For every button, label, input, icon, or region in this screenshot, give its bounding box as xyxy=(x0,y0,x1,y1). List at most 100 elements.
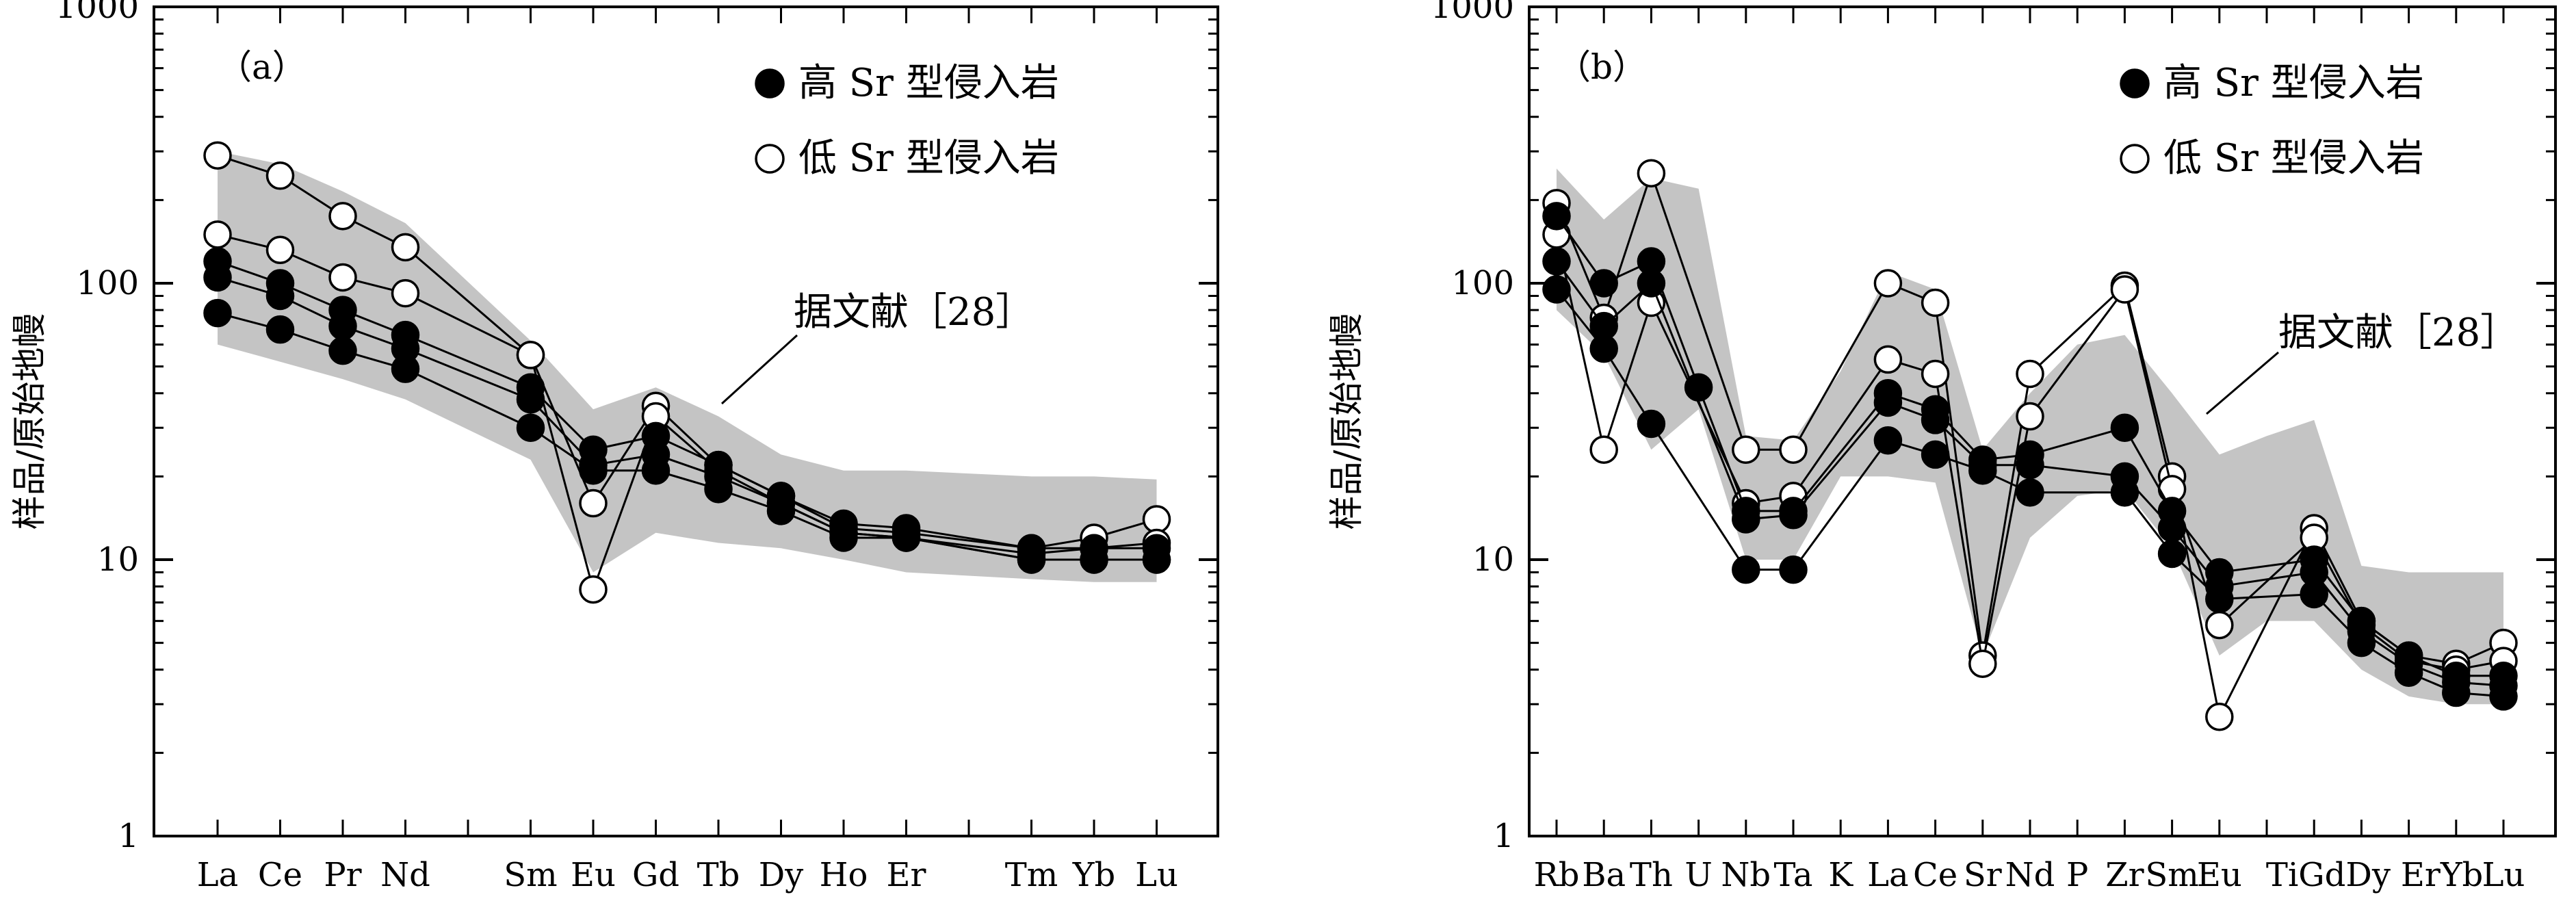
data-point xyxy=(2016,359,2044,389)
reference-band xyxy=(218,151,1157,582)
data-point xyxy=(2300,579,2328,609)
x-tick-label: Ce xyxy=(1913,856,1957,894)
reference-band xyxy=(1557,168,2503,705)
x-tick-label: Th xyxy=(1630,856,1673,894)
data-point xyxy=(1779,501,1808,530)
y-tick-label: 10 xyxy=(1472,540,1514,579)
data-point xyxy=(1542,247,1571,276)
data-point xyxy=(1968,649,1997,678)
x-tick-label: Eu xyxy=(2197,856,2242,894)
data-point xyxy=(2394,658,2423,687)
data-point xyxy=(2157,514,2187,543)
data-point xyxy=(1589,435,1618,464)
data-point xyxy=(892,523,921,552)
data-point xyxy=(1921,288,1950,317)
data-point xyxy=(516,385,545,414)
x-tick-label: Yb xyxy=(1072,856,1115,894)
legend-marker xyxy=(2120,144,2150,174)
legend-marker xyxy=(755,144,785,174)
x-tick-label: Pr xyxy=(324,856,361,894)
data-point xyxy=(1779,435,1808,464)
annotation-leader xyxy=(720,334,798,405)
x-tick-label: Er xyxy=(887,856,926,894)
x-tick-label: Nb xyxy=(1721,856,1771,894)
x-tick-label: La xyxy=(197,856,239,894)
data-point xyxy=(328,202,357,231)
data-point xyxy=(1142,505,1171,534)
x-tick-label: K xyxy=(1828,856,1853,894)
series-5-filled xyxy=(203,298,1171,574)
annotation-leader xyxy=(2206,351,2279,415)
data-point xyxy=(1080,545,1108,574)
x-tick-label: Gd xyxy=(632,856,679,894)
plot-frame xyxy=(153,5,1219,837)
data-point xyxy=(391,354,420,383)
data-point xyxy=(2110,275,2139,304)
data-point xyxy=(1637,409,1666,439)
data-point xyxy=(516,413,545,442)
x-tick-label: Nd xyxy=(380,856,430,894)
series-5-filled xyxy=(1542,275,2518,711)
data-point xyxy=(641,456,671,485)
data-point xyxy=(766,497,796,525)
data-point xyxy=(391,233,420,262)
annotation-text: 据文献［28］ xyxy=(2278,311,2519,355)
data-point xyxy=(1873,426,1903,455)
legend-label: 低 Sr 型侵入岩 xyxy=(2163,136,2424,181)
x-tick-label: Zr xyxy=(2105,856,2144,894)
legend-label: 高 Sr 型侵入岩 xyxy=(2163,61,2424,105)
data-point xyxy=(2205,610,2234,640)
data-point xyxy=(2016,402,2044,431)
x-tick-label: Tb xyxy=(697,856,740,894)
x-tick-label: Lu xyxy=(1135,856,1178,894)
data-point xyxy=(2110,478,2139,507)
y-tick-label: 100 xyxy=(1451,264,1514,302)
panel-label: （b） xyxy=(1557,47,1647,87)
data-point xyxy=(2489,682,2518,711)
x-tick-label: Ta xyxy=(1774,856,1813,894)
plot-frame xyxy=(1528,5,2557,837)
x-tick-label: Tm xyxy=(1005,856,1058,894)
data-point xyxy=(579,488,608,518)
data-point xyxy=(1732,555,1760,584)
legend-label: 高 Sr 型侵入岩 xyxy=(798,61,1059,105)
panel-label: （a） xyxy=(218,47,307,87)
chart-panel-a: 1 10 100 1000 La Ce Pr Nd Sm Eu Gd Tb Dy Ho Er Tm Yb Lu 样品… xyxy=(10,0,1219,894)
data-point xyxy=(2442,678,2471,707)
x-tick-label: Eu xyxy=(571,856,616,894)
data-point xyxy=(203,141,232,170)
y-tick-label: 100 xyxy=(76,264,139,302)
x-tick-label: Ce xyxy=(258,856,302,894)
y-tick-label: 1000 xyxy=(55,0,139,26)
y-axis-title: 样品/原始地幔 xyxy=(10,313,49,530)
data-point xyxy=(1637,159,1666,187)
data-point xyxy=(2110,413,2139,442)
data-point xyxy=(328,263,357,292)
x-tick-label: Ba xyxy=(1582,856,1626,894)
x-tick-label: TiGdDy xyxy=(2266,856,2391,894)
data-point xyxy=(579,456,608,485)
y-tick-label: 10 xyxy=(97,540,139,579)
data-point xyxy=(829,523,858,552)
x-tick-label: U xyxy=(1684,856,1712,894)
data-point xyxy=(328,336,357,365)
data-point xyxy=(516,341,545,369)
data-point xyxy=(1589,269,1618,298)
data-point xyxy=(1732,505,1760,534)
x-tick-label: Nd xyxy=(2005,856,2055,894)
data-point xyxy=(1921,406,1950,434)
x-tick-label: Sr xyxy=(1964,856,2002,894)
data-point xyxy=(2205,702,2234,731)
y-tick-label: 1 xyxy=(1493,817,1514,855)
data-point xyxy=(1873,269,1903,298)
data-point xyxy=(1017,545,1046,574)
data-point xyxy=(203,298,232,328)
data-point xyxy=(265,235,295,265)
data-point xyxy=(265,281,295,311)
data-point xyxy=(2016,478,2044,507)
data-point xyxy=(1542,202,1571,231)
